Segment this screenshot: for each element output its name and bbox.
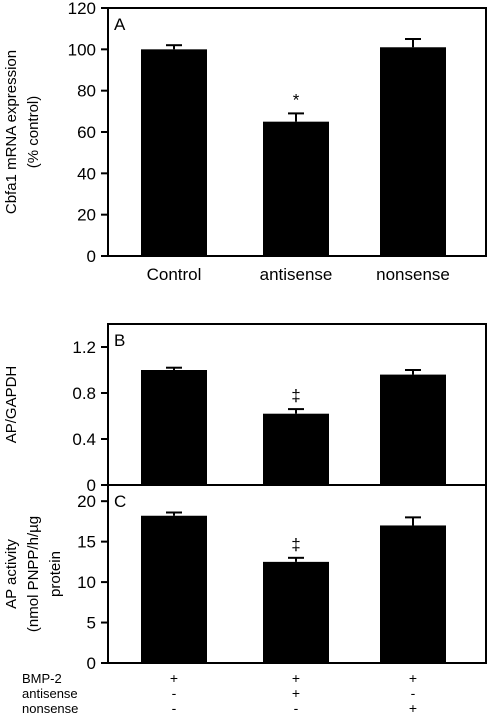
treatment-mark: - <box>294 700 299 716</box>
category-label: Control <box>147 265 202 284</box>
y-axis-label: (% control) <box>25 96 42 169</box>
y-tick-label: 0.4 <box>72 430 96 449</box>
y-tick-label: 120 <box>68 0 96 18</box>
y-tick-label: 100 <box>68 40 96 59</box>
bar <box>380 374 446 485</box>
y-tick-label: 0 <box>87 654 96 673</box>
bar <box>263 121 329 257</box>
panel-a: A 0 20 40 60 80 100 120 Cbfa1 mRNA expression (% … <box>3 0 487 284</box>
treatment-row-label: BMP-2 <box>22 671 62 686</box>
bar <box>141 49 207 257</box>
y-axis-label: Cbfa1 mRNA expression <box>3 50 20 214</box>
bar <box>380 47 446 257</box>
significance-marker: ‡ <box>291 386 300 405</box>
y-tick-label: 60 <box>77 123 96 142</box>
category-label: nonsense <box>376 265 450 284</box>
panel-label: C <box>114 492 126 511</box>
treatment-mark: - <box>172 700 177 716</box>
y-axis-label: (nmol PNPP/h/µg <box>25 516 42 632</box>
treatment-row-label: nonsense <box>22 701 78 716</box>
significance-marker: ‡ <box>291 535 300 554</box>
y-tick-label: 0 <box>87 476 96 495</box>
y-axis-label: AP/GAPDH <box>3 366 20 444</box>
y-axis-label: protein <box>47 551 64 597</box>
y-tick-label: 0.8 <box>72 384 96 403</box>
treatment-mark: + <box>409 700 417 716</box>
panel-label: A <box>114 15 126 34</box>
panel-label: B <box>114 331 125 350</box>
bar <box>263 561 329 663</box>
y-tick-label: 40 <box>77 164 96 183</box>
treatment-mark: - <box>411 685 416 701</box>
y-tick-label: 5 <box>87 614 96 633</box>
treatment-mark: + <box>409 670 417 686</box>
treatment-mark: - <box>172 685 177 701</box>
treatment-row-label: antisense <box>22 686 78 701</box>
y-tick-label: 0 <box>87 247 96 266</box>
y-tick-label: 80 <box>77 82 96 101</box>
y-axis-label: AP activity <box>3 539 20 609</box>
panel-c: C 0 5 10 15 20 AP activity (nmol PNPP/h/µg prote… <box>3 484 487 673</box>
y-tick-label: 20 <box>77 206 96 225</box>
significance-marker: * <box>293 90 300 109</box>
treatment-table: BMP-2 + + +antisense - + -nonsense - - + <box>22 670 417 716</box>
treatment-mark: + <box>292 670 300 686</box>
y-tick-label: 15 <box>77 533 96 552</box>
bar <box>141 515 207 663</box>
y-tick-label: 10 <box>77 573 96 592</box>
bar <box>141 370 207 485</box>
panel-b: B 0 0.4 0.8 1.2 AP/GAPDH ‡ <box>3 323 487 495</box>
treatment-mark: + <box>170 670 178 686</box>
treatment-mark: + <box>292 685 300 701</box>
bar <box>263 413 329 485</box>
y-tick-label: 20 <box>77 492 96 511</box>
y-tick-label: 1.2 <box>72 338 96 357</box>
bar <box>380 525 446 663</box>
category-label: antisense <box>260 265 333 284</box>
